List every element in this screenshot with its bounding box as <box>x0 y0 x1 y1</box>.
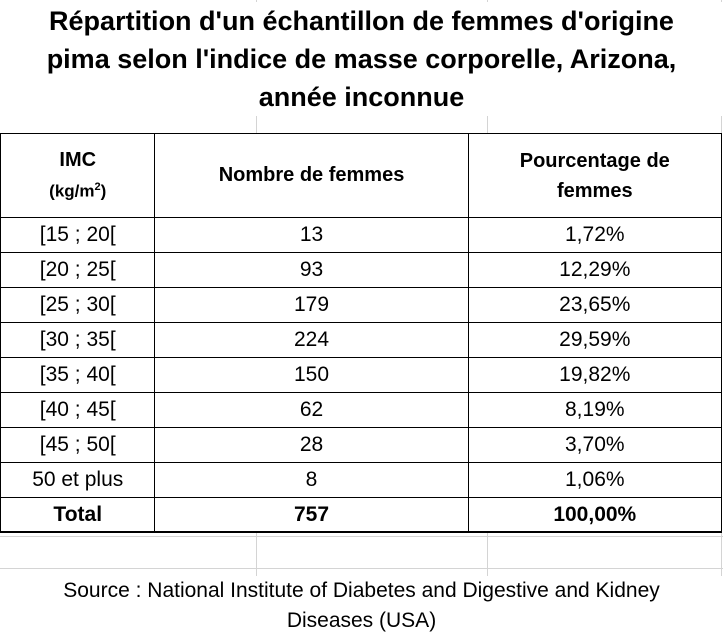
imc-cell[interactable]: [45 ; 50[ <box>0 427 156 463</box>
title-line: pima selon l'indice de masse corporelle,… <box>46 44 677 74</box>
imc-cell[interactable]: [40 ; 45[ <box>0 392 156 428</box>
percent-cell[interactable]: 12,29% <box>467 252 723 288</box>
table-header-row: IMC (kg/m2) Nombre de femmes Pourcentage… <box>0 133 723 218</box>
total-row: Total 757 100,00% <box>0 497 723 533</box>
total-percent[interactable]: 100,00% <box>467 497 723 533</box>
total-count[interactable]: 757 <box>154 497 469 533</box>
page-title: Répartition d'un échantillon de femmes d… <box>0 2 723 116</box>
percent-cell[interactable]: 1,72% <box>467 217 723 253</box>
imc-cell[interactable]: [20 ; 25[ <box>0 252 156 288</box>
imc-unit: (kg/m2) <box>49 181 107 201</box>
count-cell[interactable]: 93 <box>154 252 469 288</box>
table-row: 50 et plus 8 1,06% <box>0 462 723 498</box>
gridline <box>0 568 723 569</box>
count-cell[interactable]: 179 <box>154 287 469 323</box>
percent-cell[interactable]: 3,70% <box>467 427 723 463</box>
imc-cell[interactable]: 50 et plus <box>0 462 156 498</box>
table-row: [45 ; 50[28 3,70% <box>0 427 723 463</box>
percent-header-line: femmes <box>556 179 633 202</box>
imc-label: IMC <box>59 149 97 172</box>
header-count[interactable]: Nombre de femmes <box>154 133 469 218</box>
bmi-distribution-table: IMC (kg/m2) Nombre de femmes Pourcentage… <box>0 133 723 533</box>
percent-cell[interactable]: 8,19% <box>467 392 723 428</box>
source-line: Diseases (USA) <box>286 609 437 632</box>
count-cell[interactable]: 224 <box>154 322 469 358</box>
header-percent[interactable]: Pourcentage de femmes <box>467 133 723 218</box>
imc-cell[interactable]: [25 ; 30[ <box>0 287 156 323</box>
total-label[interactable]: Total <box>0 497 156 533</box>
table-row: [15 ; 20[13 1,72% <box>0 217 723 253</box>
imc-cell[interactable]: [15 ; 20[ <box>0 217 156 253</box>
percent-cell[interactable]: 23,65% <box>467 287 723 323</box>
title-line: Répartition d'un échantillon de femmes d… <box>49 6 674 36</box>
count-cell[interactable]: 150 <box>154 357 469 393</box>
table-row: [25 ; 30[179 23,65% <box>0 287 723 323</box>
imc-cell[interactable]: [30 ; 35[ <box>0 322 156 358</box>
percent-cell[interactable]: 29,59% <box>467 322 723 358</box>
percent-header-line: Pourcentage de <box>519 149 670 172</box>
table-row: [35 ; 40[150 19,82% <box>0 357 723 393</box>
table-row: [40 ; 45[62 8,19% <box>0 392 723 428</box>
imc-cell[interactable]: [35 ; 40[ <box>0 357 156 393</box>
header-imc[interactable]: IMC (kg/m2) <box>0 133 156 218</box>
percent-cell[interactable]: 19,82% <box>467 357 723 393</box>
percent-cell[interactable]: 1,06% <box>467 462 723 498</box>
count-cell[interactable]: 28 <box>154 427 469 463</box>
title-line: année inconnue <box>258 82 465 112</box>
gridline <box>0 536 723 537</box>
source-note: Source : National Institute of Diabetes … <box>0 576 723 636</box>
count-cell[interactable]: 13 <box>154 217 469 253</box>
table-row: [30 ; 35[224 29,59% <box>0 322 723 358</box>
count-cell[interactable]: 62 <box>154 392 469 428</box>
count-cell[interactable]: 8 <box>154 462 469 498</box>
table-row: [20 ; 25[93 12,29% <box>0 252 723 288</box>
source-line: Source : National Institute of Diabetes … <box>63 579 660 602</box>
